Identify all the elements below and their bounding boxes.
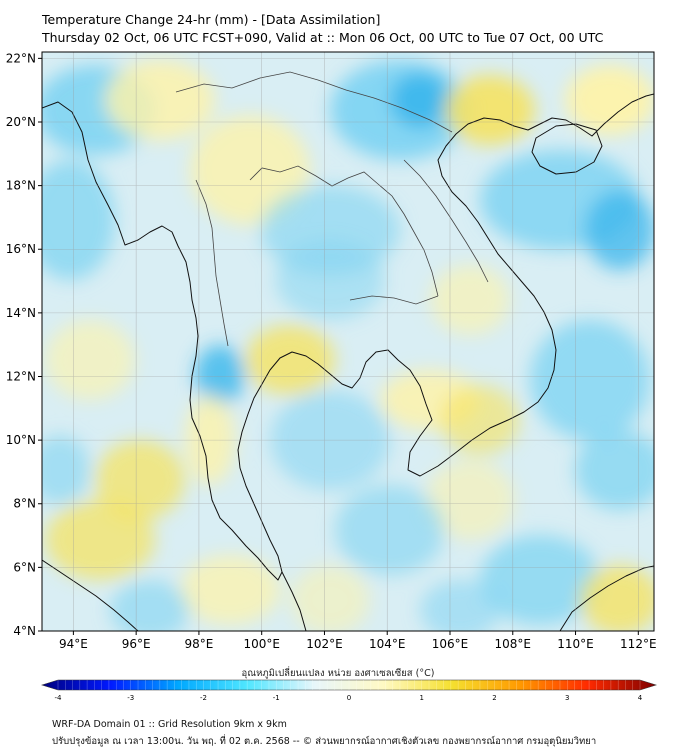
lon-tick-label: 106°E [432,637,469,651]
lat-tick-label: 10°N [6,433,36,447]
lat-tick-label: 4°N [13,624,36,638]
lat-tick-label: 18°N [6,179,36,193]
chart-subtitle: Thursday 02 Oct, 06 UTC FCST+090, Valid … [42,30,604,45]
colorbar-tick-label: 2 [492,694,496,702]
colorbar-tick-label: -4 [55,694,63,702]
lon-tick-label: 102°E [306,637,343,651]
lon-tick-label: 98°E [184,637,213,651]
lon-tick-label: 104°E [369,637,406,651]
border-viet-laos [403,159,489,283]
lon-tick-label: 100°E [243,637,280,651]
lat-tick-label: 22°N [6,51,36,65]
coastline-borneo [559,565,654,631]
lon-tick-label: 94°E [59,637,88,651]
footer-model-info: WRF-DA Domain 01 :: Grid Resolution 9km … [52,719,287,730]
colorbar-tick-label: 4 [638,694,643,702]
border-china [175,71,453,133]
coastline-malay-east [281,571,307,631]
coastline-mainland [42,93,654,581]
colorbar-tick-label: 3 [565,694,569,702]
lat-tick-label: 6°N [13,560,36,574]
border-thai-laos [249,165,439,297]
lat-tick-label: 20°N [6,115,36,129]
lon-tick-label: 112°E [620,637,657,651]
lat-tick-label: 12°N [6,369,36,383]
lat-tick-label: 8°N [13,497,36,511]
lat-tick-label: 14°N [6,306,36,320]
coastline-hainan [531,123,603,175]
lat-tick-label: 16°N [6,242,36,256]
chart-title: Temperature Change 24-hr (mm) - [Data As… [42,12,381,27]
colorbar-tick-label: 1 [420,694,424,702]
lon-tick-label: 108°E [495,637,532,651]
colorbar-tick-label: 0 [347,694,351,702]
coastline-sumatra [42,559,139,631]
colorbar-tick-label: -2 [200,694,207,702]
border-thai-cambodia [349,295,439,305]
border-thai-myanmar [195,179,229,347]
temperature-field [42,52,654,631]
colorbar-tick-label: -1 [273,694,280,702]
lon-tick-label: 96°E [122,637,151,651]
colorbar-label: อุณหภูมิเปลี่ยนแปลง หน่วย องศาเซลเซียส (… [241,668,435,679]
lon-tick-label: 110°E [557,637,594,651]
colorbar-tick-label: -3 [127,694,134,702]
footer-credit: ปรับปรุงข้อมูล ณ เวลา 13:00น. วัน พฤ. ที… [52,736,597,747]
colorbar: -4 -3 -2 -1 0 1 2 3 4 [40,679,658,702]
